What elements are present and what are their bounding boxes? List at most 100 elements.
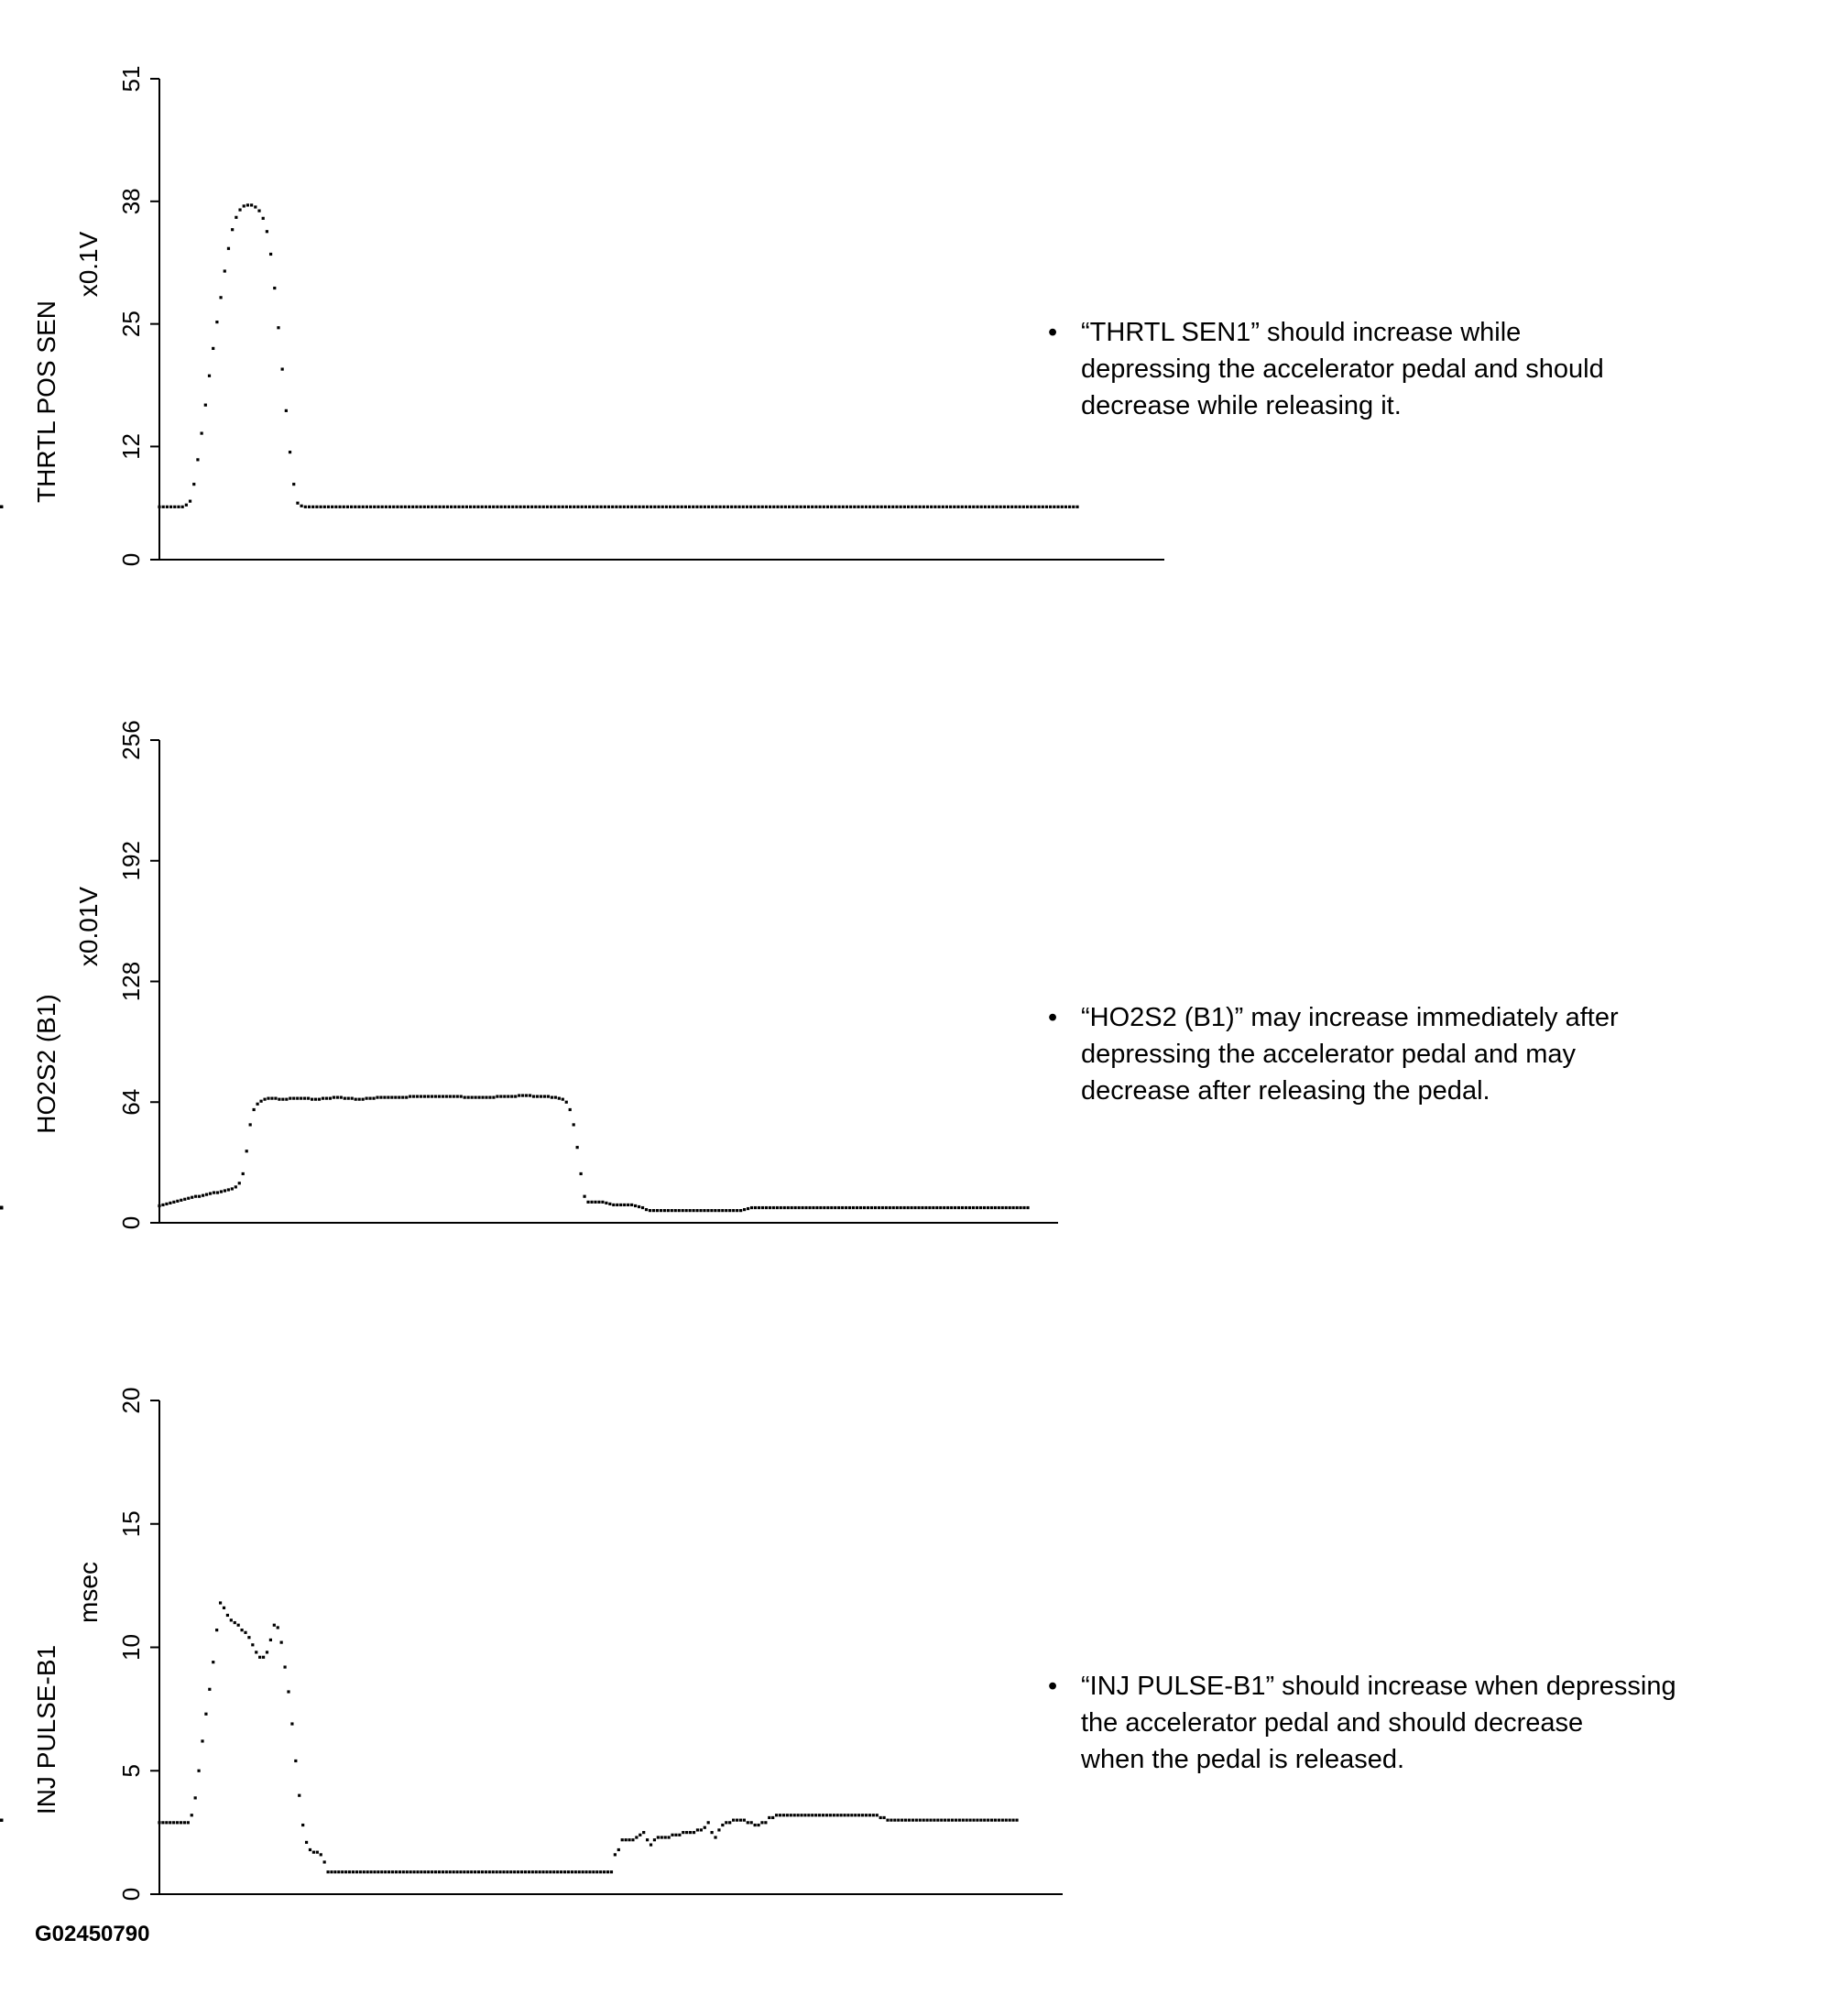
data-point [997, 1818, 1001, 1822]
data-point [503, 1095, 507, 1098]
data-point [930, 505, 933, 508]
data-point [430, 1095, 434, 1098]
data-point [388, 505, 392, 508]
data-point [556, 1870, 560, 1874]
data-point [474, 1095, 477, 1099]
y-tick-label: 12 [117, 433, 145, 460]
data-point [737, 505, 741, 508]
data-point [925, 1818, 929, 1822]
data-point [968, 1818, 972, 1822]
data-point [950, 1818, 955, 1822]
data-point [366, 1870, 369, 1874]
data-point [247, 1636, 251, 1640]
data-point [872, 505, 876, 508]
data-point [390, 1870, 395, 1874]
data-point [468, 505, 473, 508]
data-point [799, 505, 802, 508]
data-point [277, 326, 280, 330]
data-point [711, 505, 715, 508]
data-point [954, 1818, 958, 1822]
data-point [852, 1205, 856, 1210]
data-point [499, 1095, 503, 1098]
data-point [531, 1095, 536, 1098]
data-point [304, 1840, 309, 1845]
data-point [764, 1821, 768, 1825]
data-point [198, 1194, 202, 1198]
data-point [732, 1209, 736, 1213]
data-point [837, 1205, 841, 1210]
data-point [276, 1626, 279, 1629]
data-point [354, 505, 357, 508]
data-point [339, 1095, 343, 1099]
data-point [1004, 1205, 1008, 1210]
data-point [401, 1095, 405, 1099]
data-point [989, 1205, 993, 1210]
data-point [644, 1207, 649, 1212]
y-axis-unit: x0.01V [74, 887, 103, 966]
data-point [991, 505, 995, 508]
y-axis-label: HO2S2 (B1) [32, 994, 60, 1134]
data-point [448, 1095, 452, 1098]
data-point [989, 1818, 994, 1822]
data-point [255, 1651, 258, 1654]
data-point [1049, 505, 1053, 508]
data-point [212, 1191, 216, 1194]
data-point [444, 1870, 448, 1874]
data-point [427, 1870, 431, 1874]
data-point [860, 1814, 865, 1817]
data-point [550, 505, 553, 508]
data-point [768, 1815, 771, 1820]
data-point [828, 1814, 832, 1817]
data-point [412, 1870, 416, 1874]
note-inj-pulse-b1: • “INJ PULSE-B1” should increase when de… [1048, 1668, 1803, 1778]
data-point [570, 1870, 573, 1874]
data-point [939, 1205, 943, 1210]
note-line: depressing the accelerator pedal and sho… [1081, 354, 1604, 384]
data-point [373, 505, 377, 508]
data-point [725, 1209, 728, 1213]
data-point [907, 1818, 912, 1822]
data-point [772, 505, 776, 508]
data-point [365, 505, 368, 508]
data-point [1008, 1818, 1011, 1822]
data-point [172, 1200, 176, 1204]
data-point [628, 1838, 631, 1842]
data-point [664, 505, 669, 508]
data-point [484, 505, 487, 508]
data-point [964, 1205, 968, 1210]
data-point [830, 1205, 834, 1210]
data-point [557, 1096, 561, 1100]
data-point [672, 505, 676, 508]
data-point [879, 505, 883, 508]
data-point [660, 505, 664, 508]
data-point [527, 1870, 530, 1874]
data-point [484, 1870, 487, 1874]
data-point [452, 1095, 455, 1098]
data-point [534, 1870, 538, 1874]
data-point [538, 505, 541, 508]
data-point [191, 1195, 194, 1199]
data-point [1075, 505, 1079, 508]
data-point [634, 505, 638, 508]
data-point [290, 1722, 294, 1726]
data-point [311, 505, 315, 508]
data-point [957, 1818, 961, 1822]
data-point [953, 505, 956, 508]
data-point [231, 228, 235, 232]
data-point [361, 1097, 365, 1101]
data-point [753, 505, 757, 508]
data-point [978, 1205, 983, 1210]
data-point [745, 505, 749, 508]
data-point [1068, 505, 1072, 508]
data-point [965, 1818, 968, 1822]
data-point [470, 1095, 474, 1099]
data-point [183, 1197, 187, 1201]
data-point [622, 505, 626, 508]
data-point [226, 1188, 230, 1192]
data-point [891, 505, 895, 508]
data-point [405, 1095, 409, 1099]
data-point [703, 1825, 706, 1829]
data-point [868, 1814, 872, 1817]
data-point [688, 1209, 692, 1213]
data-point [599, 1870, 603, 1874]
